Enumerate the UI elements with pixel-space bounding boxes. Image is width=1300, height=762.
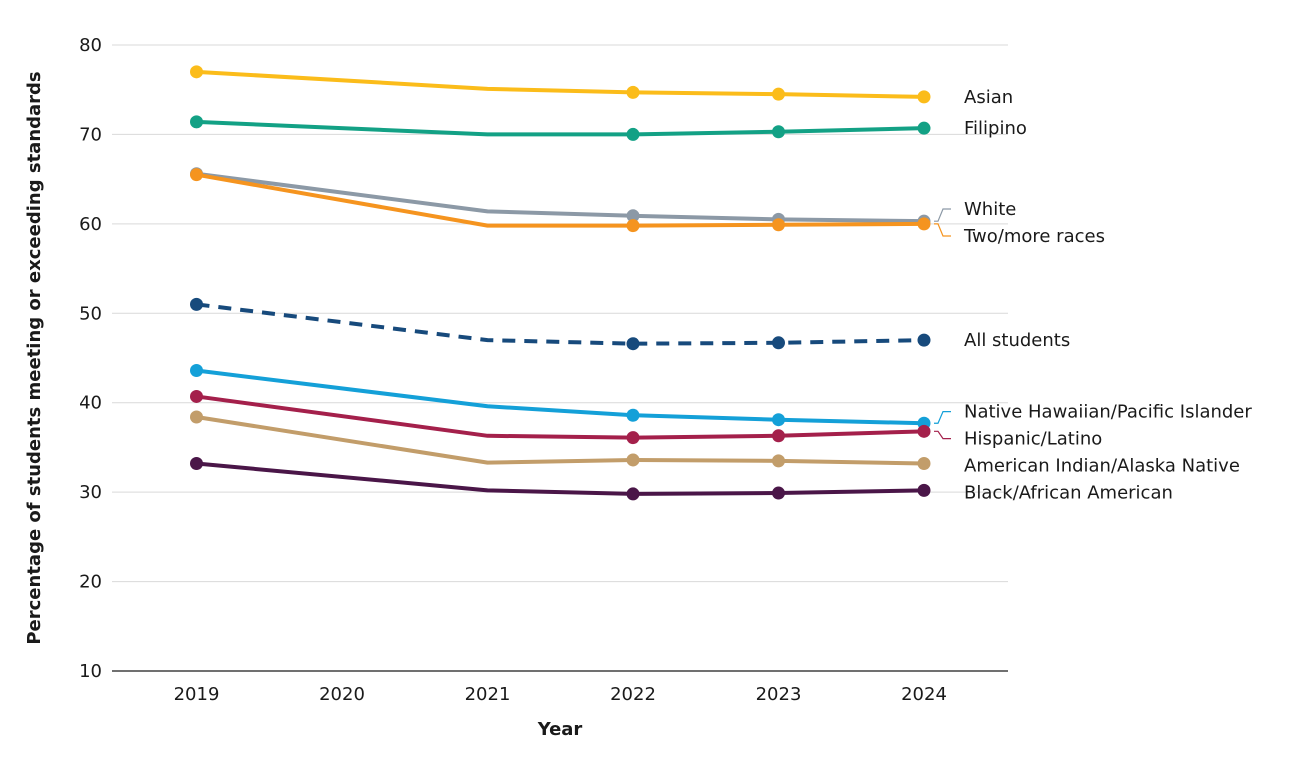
series-white xyxy=(190,167,931,228)
data-point xyxy=(626,431,640,445)
y-tick-label: 70 xyxy=(79,124,102,145)
data-point xyxy=(917,121,931,135)
y-tick-label: 60 xyxy=(79,214,102,235)
data-point xyxy=(917,457,931,471)
data-point xyxy=(190,168,203,182)
legend-label: Hispanic/Latino xyxy=(964,429,1102,450)
data-point xyxy=(772,336,785,350)
legend-leader-line xyxy=(934,411,951,424)
y-tick-label: 80 xyxy=(79,35,102,56)
series-line xyxy=(194,415,926,466)
legend-leader-line xyxy=(934,430,951,440)
data-point xyxy=(626,408,640,422)
data-point xyxy=(626,219,640,233)
data-point xyxy=(190,297,203,311)
legend-label: White xyxy=(964,199,1016,220)
data-point xyxy=(772,429,785,443)
series-american-indian-alaska-native xyxy=(190,410,931,471)
data-point xyxy=(190,115,203,129)
legend-label: Two/more races xyxy=(963,226,1105,247)
legend-label: All students xyxy=(964,330,1070,351)
series-asian xyxy=(190,65,931,104)
series-line xyxy=(194,119,926,137)
data-point xyxy=(772,125,785,139)
legend-label: Black/African American xyxy=(964,483,1173,504)
data-point xyxy=(626,127,640,141)
legend-leader-line xyxy=(934,223,951,237)
series-line xyxy=(196,302,925,346)
y-tick-label: 20 xyxy=(79,572,102,593)
data-point xyxy=(190,389,203,403)
x-tick-label: 2024 xyxy=(901,684,947,705)
data-point xyxy=(626,209,640,223)
series-line xyxy=(194,461,926,496)
legend-leader-line xyxy=(934,208,951,222)
data-point xyxy=(917,424,931,438)
x-tick-label: 2023 xyxy=(756,684,802,705)
y-tick-label: 40 xyxy=(79,393,102,414)
y-tick-label: 10 xyxy=(79,661,102,682)
series-two-more-races xyxy=(190,168,931,233)
legend-leaders xyxy=(934,208,951,440)
y-axis-title: Percentage of students meeting or exceed… xyxy=(24,71,45,644)
data-point xyxy=(190,410,203,424)
x-axis-title: Year xyxy=(537,719,583,740)
data-point xyxy=(190,457,203,471)
legend-label: Native Hawaiian/Pacific Islander xyxy=(964,402,1252,423)
legend-label: Filipino xyxy=(964,118,1027,139)
data-point xyxy=(772,218,785,232)
series-line xyxy=(194,368,926,426)
data-point xyxy=(772,486,785,500)
x-tick-label: 2019 xyxy=(174,684,220,705)
data-point xyxy=(190,364,203,378)
x-tick-label: 2022 xyxy=(610,684,656,705)
y-tick-label: 50 xyxy=(79,303,102,324)
data-point xyxy=(772,454,785,468)
data-point xyxy=(917,333,931,347)
data-point xyxy=(626,487,640,501)
series-black-african-american xyxy=(190,457,931,501)
y-tick-label: 30 xyxy=(79,482,102,503)
legend-label: American Indian/Alaska Native xyxy=(964,456,1240,477)
legend: Asian Filipino White Two/more races All stud… xyxy=(963,87,1252,504)
series-group xyxy=(190,65,931,501)
series-hispanic-latino xyxy=(190,389,931,445)
data-point xyxy=(626,453,640,467)
data-point xyxy=(917,483,931,497)
series-filipino xyxy=(190,115,931,141)
data-point xyxy=(772,87,785,101)
x-tick-label: 2020 xyxy=(319,684,365,705)
data-point xyxy=(772,413,785,427)
series-native-hawaiian-pacific-islander xyxy=(190,364,931,430)
data-point xyxy=(917,90,931,104)
series-all-students xyxy=(190,297,931,351)
data-point xyxy=(917,217,931,231)
x-tick-label: 2021 xyxy=(465,684,511,705)
x-axis-ticks: 2019 2020 2021 2022 2023 2024 xyxy=(174,684,947,705)
data-point xyxy=(190,65,203,79)
series-line xyxy=(194,171,926,224)
data-point xyxy=(626,85,640,99)
y-axis-ticks: 10 20 30 40 50 60 70 80 xyxy=(79,35,102,682)
legend-label: Asian xyxy=(964,87,1013,108)
series-line xyxy=(194,69,926,99)
data-point xyxy=(626,337,640,351)
